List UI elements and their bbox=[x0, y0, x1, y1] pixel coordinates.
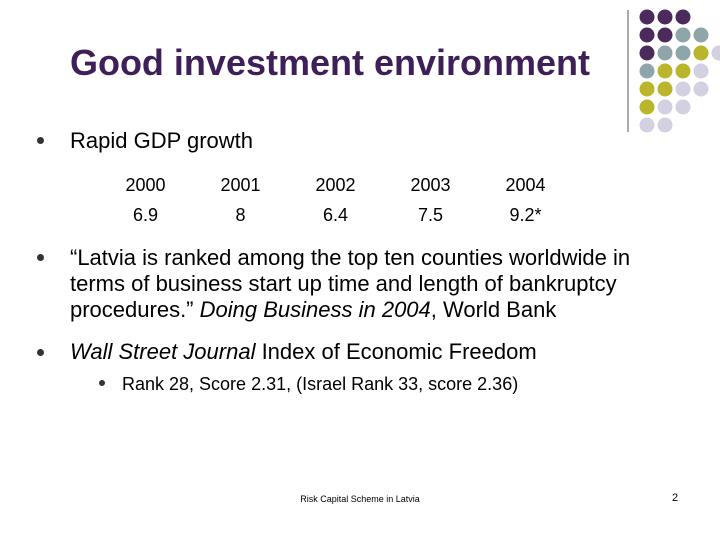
bullet bbox=[37, 137, 44, 144]
decor-dot bbox=[657, 99, 673, 115]
bullet bbox=[37, 254, 44, 261]
slide-title: Good investment environment bbox=[69, 42, 591, 83]
bullet-text: Rapid GDP growth bbox=[70, 128, 254, 153]
decor-dot bbox=[657, 45, 673, 61]
cell: 9.2* bbox=[509, 204, 542, 225]
decoration bbox=[627, 9, 720, 133]
cell: 8 bbox=[235, 204, 246, 225]
sub-bullet-text: Rank 28, Score 2.31, (Israel Rank 33, sc… bbox=[122, 374, 519, 394]
source: , World Bank bbox=[430, 297, 557, 322]
decor-dot bbox=[639, 117, 655, 133]
decor-dot bbox=[657, 63, 673, 79]
decor-dot bbox=[675, 27, 691, 43]
cell: 2000 bbox=[125, 174, 166, 195]
footer: Risk Capital Scheme in Latvia bbox=[300, 494, 420, 504]
decor-dot bbox=[657, 9, 673, 25]
cell: 2001 bbox=[220, 174, 261, 195]
gdp-table: 2000 2001 2002 2003 2004 6.9 8 6.4 7.5 9… bbox=[98, 170, 573, 230]
source-title: Doing Business in 2004 bbox=[199, 297, 431, 322]
cell: 6.4 bbox=[322, 204, 349, 225]
decor-dot bbox=[639, 99, 655, 115]
cell: 2002 bbox=[315, 174, 356, 195]
decor-dot bbox=[657, 27, 673, 43]
quote: “Latvia is ranked among the top ten coun… bbox=[70, 245, 631, 322]
cell: 6.9 bbox=[132, 204, 159, 225]
decor-dot bbox=[639, 27, 655, 43]
decor-dot bbox=[639, 45, 655, 61]
bullet bbox=[37, 349, 44, 356]
decor-dot bbox=[657, 117, 673, 133]
bullet-text: “Latvia is ranked among the top ten coun… bbox=[70, 245, 650, 323]
table-row: 2000 2001 2002 2003 2004 bbox=[98, 170, 573, 200]
decor-dot bbox=[639, 9, 655, 25]
decor-dot bbox=[639, 81, 655, 97]
bullet-text: Wall Street Journal Index of Economic Fr… bbox=[70, 339, 537, 365]
decor-dot bbox=[675, 99, 691, 115]
decor-dot bbox=[657, 81, 673, 97]
cell: 7.5 bbox=[417, 204, 444, 225]
cell: 2003 bbox=[410, 174, 451, 195]
cell: 2004 bbox=[505, 174, 546, 195]
decor-dot bbox=[693, 63, 709, 79]
decor-dot bbox=[693, 27, 709, 43]
decor-dot bbox=[675, 63, 691, 79]
page-number: 2 bbox=[671, 492, 679, 504]
sub-bullet bbox=[99, 380, 105, 386]
decor-dot bbox=[675, 45, 691, 61]
decor-dot bbox=[693, 81, 709, 97]
decor-dot bbox=[675, 81, 691, 97]
decor-dot bbox=[675, 9, 691, 25]
decor-dot bbox=[639, 63, 655, 79]
decor-dot bbox=[711, 45, 720, 61]
table-row: 6.9 8 6.4 7.5 9.2* bbox=[98, 200, 573, 230]
publication: Wall Street Journal bbox=[70, 339, 256, 364]
text: Index of Economic Freedom bbox=[255, 339, 537, 364]
decor-dot bbox=[693, 45, 709, 61]
